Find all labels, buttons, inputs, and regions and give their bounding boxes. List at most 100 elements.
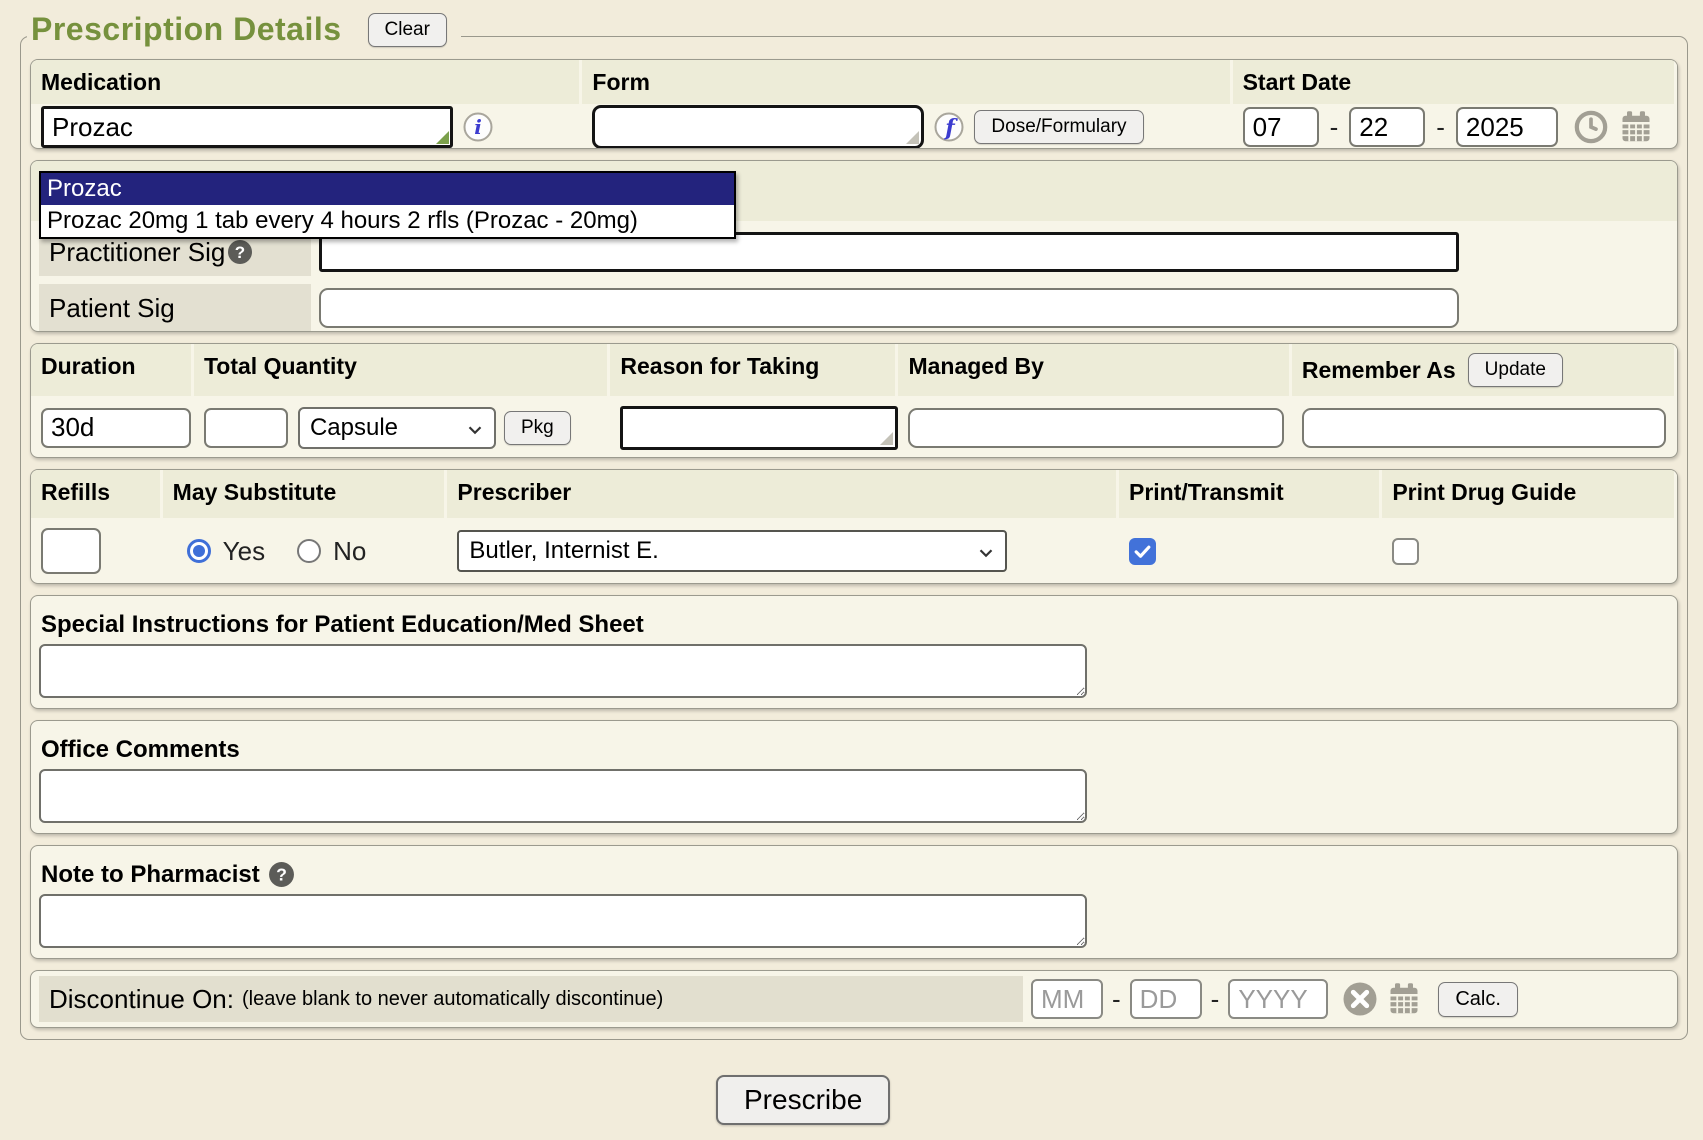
prescriber-select-value: Butler, Internist E.	[469, 537, 659, 564]
duration-input[interactable]	[41, 407, 191, 448]
date-separator: -	[1436, 111, 1445, 142]
discontinue-day-input[interactable]	[1129, 979, 1202, 1019]
reason-input[interactable]	[620, 405, 899, 450]
start-date-month-input[interactable]	[1242, 107, 1319, 147]
print-drug-guide-checkbox[interactable]	[1392, 537, 1420, 565]
print-transmit-header: Print/Transmit	[1118, 470, 1383, 518]
remember-as-cell	[1292, 396, 1677, 457]
print-drug-guide-header: Print Drug Guide	[1382, 470, 1677, 518]
print-transmit-checkbox[interactable]	[1128, 537, 1156, 565]
prescribe-button[interactable]: Prescribe	[716, 1075, 891, 1125]
form-cell: f Dose/Formulary	[582, 104, 1232, 148]
dropdown-item[interactable]: Prozac	[41, 173, 734, 205]
start-date-year-input[interactable]	[1455, 107, 1558, 147]
svg-text:i: i	[474, 115, 482, 139]
start-date-day-input[interactable]	[1349, 107, 1426, 147]
medication-autocomplete-dropdown: Prozac Prozac 20mg 1 tab every 4 hours 2…	[39, 171, 736, 239]
page-title: Prescription Details	[31, 11, 342, 47]
substitute-no-label: No	[333, 535, 367, 566]
remember-as-label: Remember As	[1301, 356, 1456, 383]
patient-sig-input[interactable]	[319, 288, 1459, 328]
start-date-cell: - -	[1233, 104, 1677, 148]
note-to-pharmacist-label: Note to Pharmacist	[41, 860, 260, 888]
dropdown-item[interactable]: Prozac 20mg 1 tab every 4 hours 2 rfls (…	[47, 207, 638, 234]
special-instructions-label: Special Instructions for Patient Educati…	[41, 610, 644, 638]
section-medication-form-date: Medication Form Start Date i f	[30, 59, 1678, 149]
clear-date-icon[interactable]	[1342, 981, 1378, 1017]
date-separator: -	[1112, 983, 1121, 1014]
calendar-icon[interactable]	[1618, 109, 1654, 145]
medication-cell: i	[31, 104, 582, 148]
resize-handle[interactable]	[880, 431, 894, 445]
prescriber-cell: Butler, Internist E.	[447, 518, 1119, 583]
discontinue-month-input[interactable]	[1031, 979, 1103, 1019]
svg-text:f: f	[944, 115, 959, 141]
total-quantity-cell: Capsule Pkg	[194, 396, 610, 457]
discontinue-label: Discontinue On:	[49, 983, 234, 1014]
may-substitute-header: May Substitute	[162, 470, 448, 518]
date-separator: -	[1329, 111, 1339, 142]
discontinue-year-input[interactable]	[1228, 979, 1329, 1019]
calendar-icon[interactable]	[1386, 981, 1422, 1017]
medication-input-wrap	[41, 106, 453, 148]
clear-button[interactable]: Clear	[367, 12, 447, 47]
substitute-yes-radio[interactable]	[186, 539, 211, 563]
duration-header: Duration	[31, 344, 194, 396]
prescriber-select[interactable]: Butler, Internist E.	[457, 530, 1008, 572]
date-separator: -	[1210, 983, 1220, 1014]
check-icon	[1134, 545, 1151, 558]
prescription-details-panel: Prescription Details Clear Medication Fo…	[20, 11, 1688, 1040]
chevron-down-icon	[975, 542, 997, 564]
managed-by-input[interactable]	[908, 407, 1285, 448]
start-date-header: Start Date	[1232, 60, 1677, 104]
section-note-to-pharmacist: Note to Pharmacist ?	[30, 845, 1678, 959]
practitioner-sig-label: Practitioner Sig	[49, 236, 226, 267]
refills-header: Refills	[31, 470, 163, 518]
info-icon[interactable]: i	[463, 112, 493, 142]
refills-input[interactable]	[41, 528, 101, 574]
may-substitute-cell: Yes No	[163, 518, 448, 583]
calc-button[interactable]: Calc.	[1438, 981, 1518, 1017]
refills-cell	[31, 518, 163, 583]
section-duration-quantity: Duration Total Quantity Reason for Takin…	[30, 343, 1678, 458]
section-special-instructions: Special Instructions for Patient Educati…	[30, 595, 1678, 709]
patient-sig-row: Patient Sig	[39, 283, 1677, 331]
pkg-button[interactable]: Pkg	[503, 410, 571, 445]
unit-select[interactable]: Capsule	[297, 406, 496, 449]
reason-header: Reason for Taking	[610, 344, 899, 396]
section-discontinue: Discontinue On: (leave blank to never au…	[30, 970, 1678, 1028]
medication-input[interactable]	[41, 106, 453, 148]
note-to-pharmacist-textarea[interactable]	[39, 894, 1087, 948]
help-icon[interactable]: ?	[268, 861, 295, 888]
print-drug-guide-cell	[1382, 518, 1677, 583]
remember-as-input[interactable]	[1301, 407, 1666, 448]
patient-sig-label-cell: Patient Sig	[39, 284, 311, 331]
duration-cell	[31, 396, 194, 457]
total-quantity-input[interactable]	[203, 407, 288, 448]
prescriber-header: Prescriber	[447, 470, 1119, 518]
clock-icon[interactable]	[1574, 110, 1608, 144]
resize-handle[interactable]	[436, 131, 449, 144]
panel-legend: Prescription Details Clear	[27, 11, 461, 48]
substitute-yes-label: Yes	[222, 535, 266, 566]
discontinue-label-cell: Discontinue On: (leave blank to never au…	[39, 976, 1023, 1022]
dose-formulary-button[interactable]: Dose/Formulary	[974, 110, 1144, 144]
formulary-f-icon[interactable]: f	[934, 112, 964, 142]
chevron-down-icon	[464, 419, 486, 441]
reason-input-wrap	[620, 405, 899, 450]
managed-by-cell	[898, 396, 1291, 457]
section-office-comments: Office Comments	[30, 720, 1678, 834]
update-button[interactable]: Update	[1467, 353, 1563, 387]
print-transmit-cell	[1119, 518, 1382, 583]
note-to-pharmacist-header: Note to Pharmacist ?	[31, 846, 1677, 892]
special-instructions-textarea[interactable]	[39, 644, 1087, 698]
special-instructions-header: Special Instructions for Patient Educati…	[31, 596, 1677, 642]
help-icon[interactable]: ?	[227, 239, 253, 265]
substitute-no-radio[interactable]	[297, 539, 322, 563]
office-comments-textarea[interactable]	[39, 769, 1087, 823]
remember-as-header: Remember As Update	[1291, 344, 1677, 396]
resize-handle[interactable]	[906, 131, 920, 144]
form-input[interactable]	[592, 105, 925, 148]
unit-select-value: Capsule	[309, 413, 399, 441]
patient-sig-label: Patient Sig	[49, 292, 175, 323]
